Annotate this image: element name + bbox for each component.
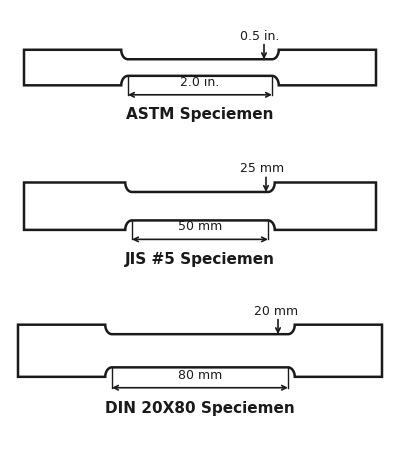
Text: ASTM Speciemen: ASTM Speciemen: [126, 107, 274, 122]
Polygon shape: [24, 50, 376, 85]
Text: 20 mm: 20 mm: [254, 305, 298, 318]
Text: DIN 20X80 Speciemen: DIN 20X80 Speciemen: [105, 401, 295, 416]
Polygon shape: [18, 325, 382, 377]
Text: 0.5 in.: 0.5 in.: [240, 30, 279, 43]
Text: 50 mm: 50 mm: [178, 220, 222, 233]
Text: 25 mm: 25 mm: [240, 163, 284, 175]
Text: 80 mm: 80 mm: [178, 369, 222, 382]
Text: 2.0 in.: 2.0 in.: [180, 76, 220, 89]
Text: JIS #5 Speciemen: JIS #5 Speciemen: [125, 252, 275, 267]
Polygon shape: [24, 182, 376, 230]
